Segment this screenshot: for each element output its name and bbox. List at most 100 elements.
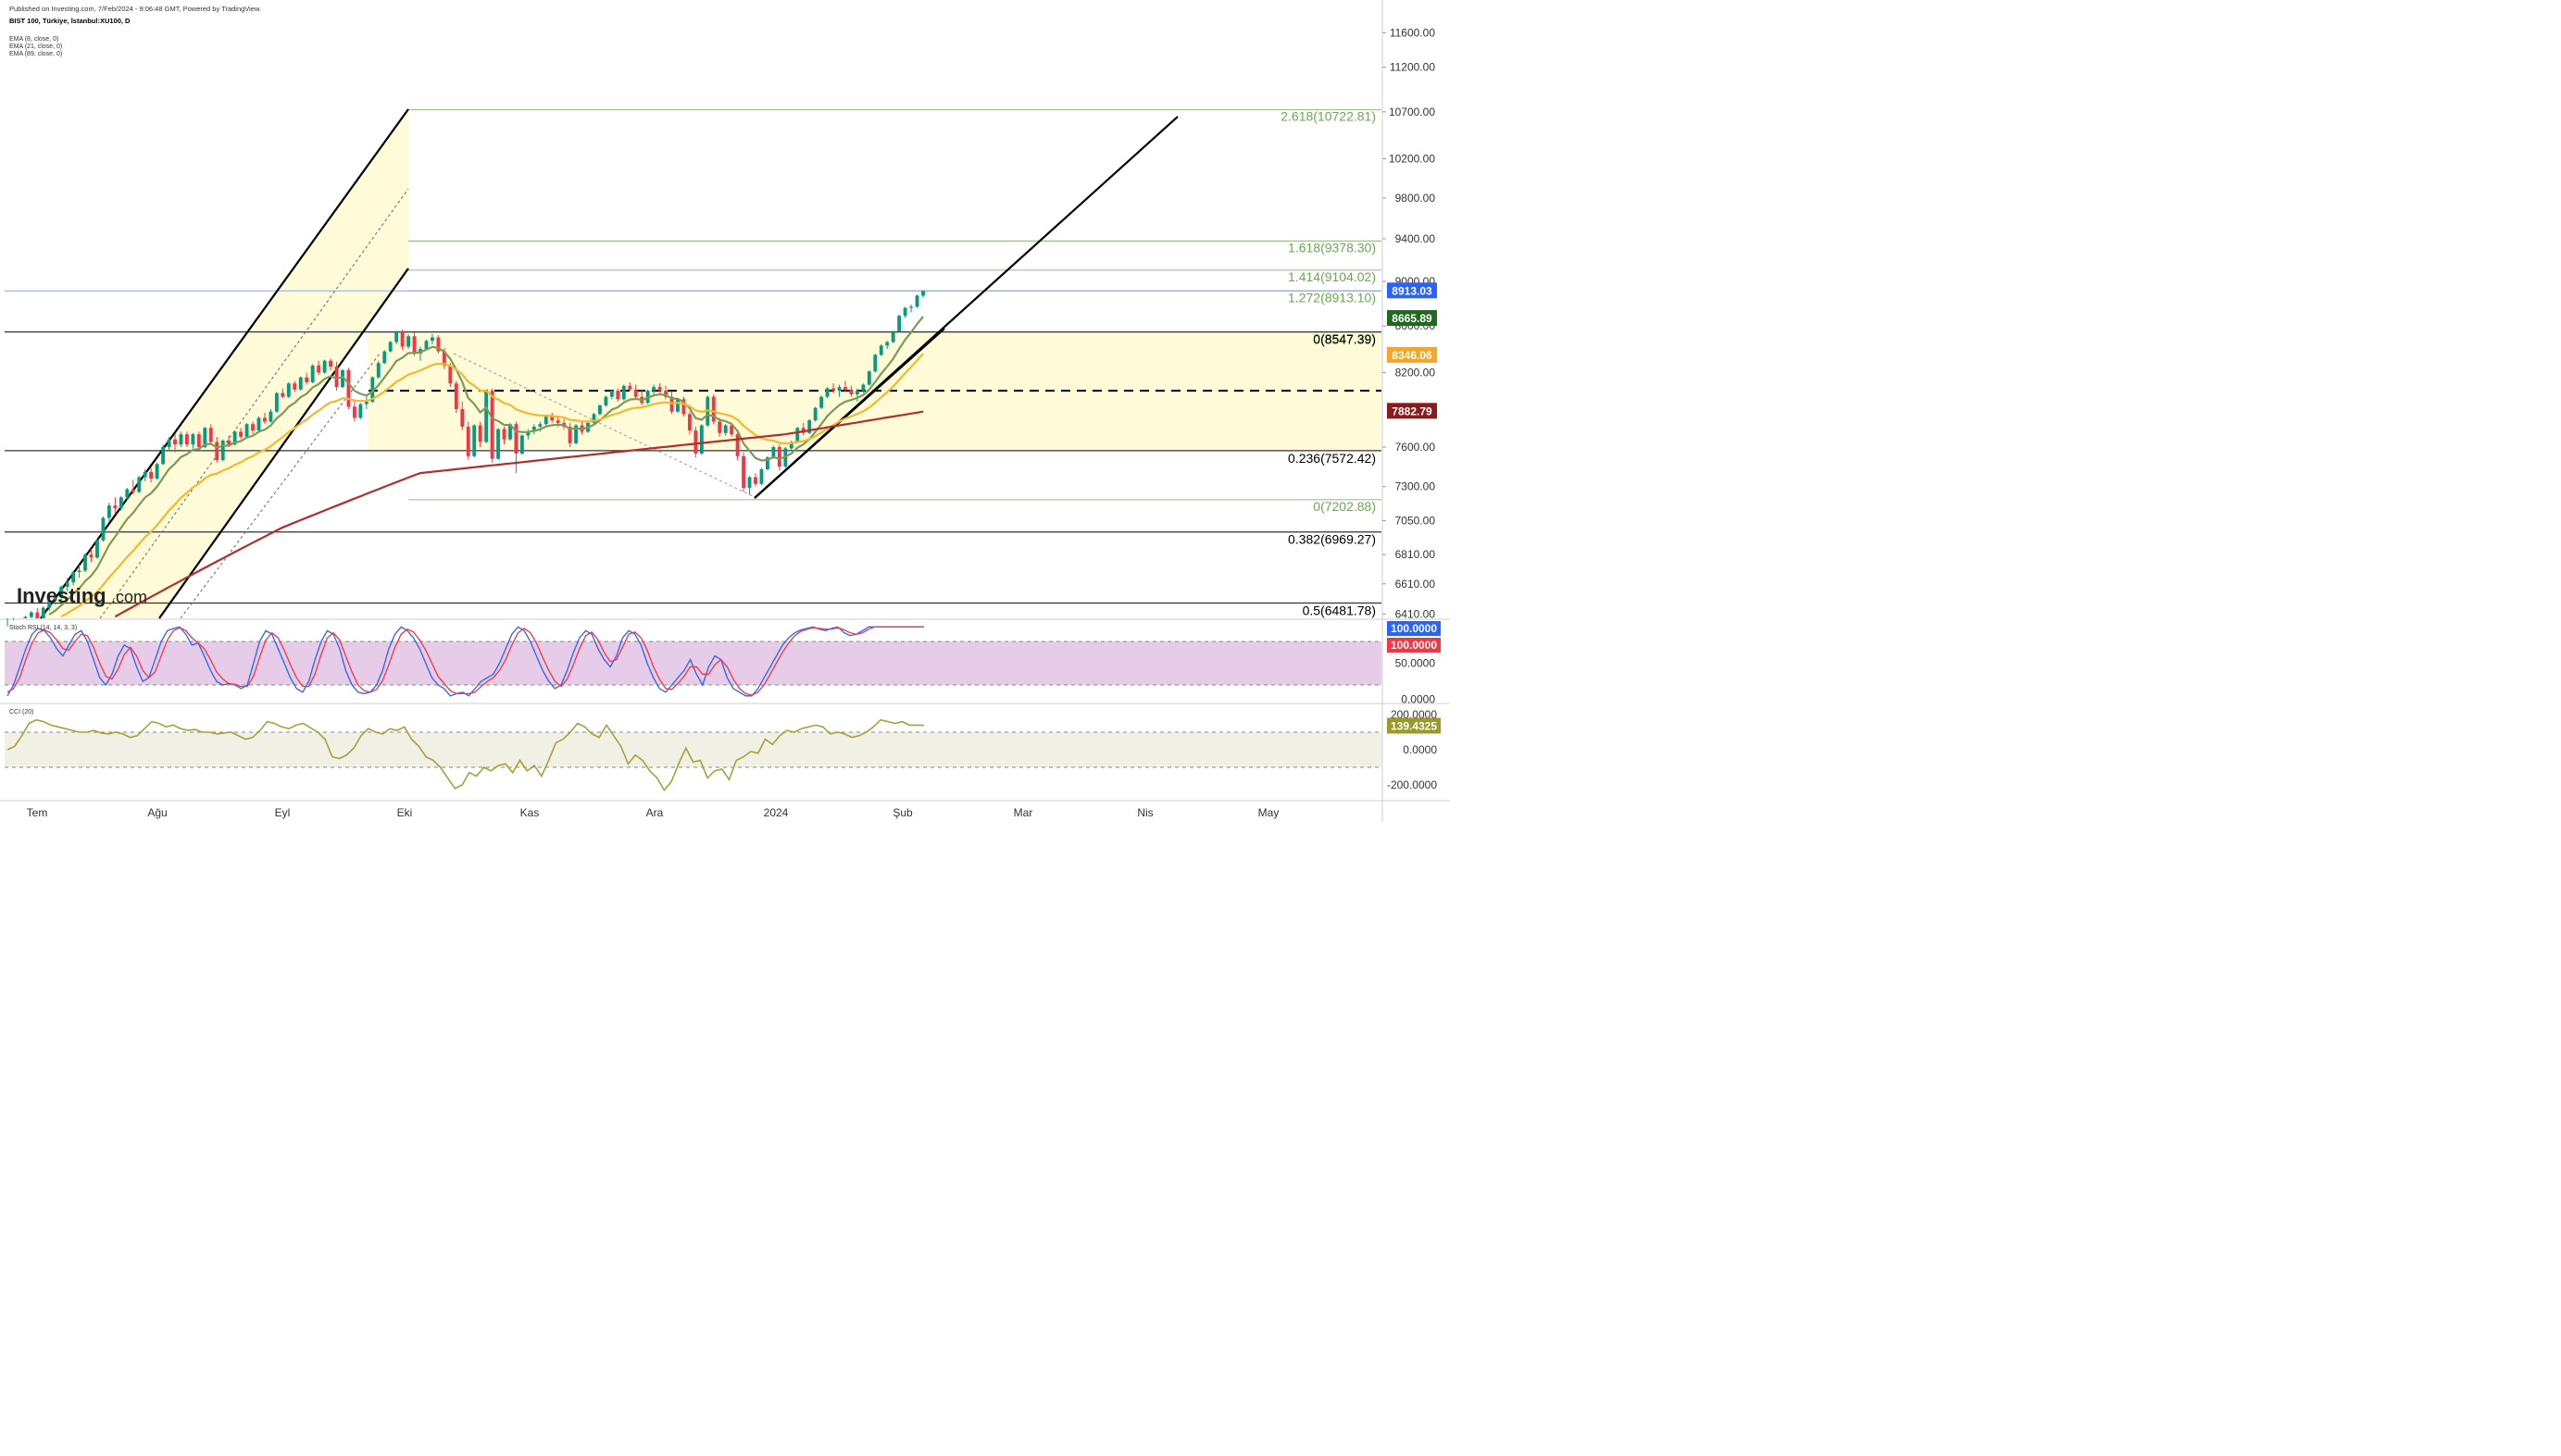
candle-body bbox=[604, 396, 608, 406]
candle-body bbox=[101, 517, 106, 541]
candle-body bbox=[436, 337, 441, 352]
candle-body bbox=[65, 582, 69, 587]
candle-body bbox=[203, 428, 207, 447]
candle-body bbox=[173, 439, 177, 445]
decline-guide-line bbox=[453, 353, 756, 498]
price-badge-label: 8913.03 bbox=[1392, 284, 1432, 297]
candle-body bbox=[676, 399, 680, 412]
symbol-title: BIST 100, Türkiye, İstanbul:XU100, D bbox=[9, 17, 131, 25]
ema-21-line bbox=[60, 353, 924, 617]
candle-body bbox=[771, 447, 776, 458]
candle-body bbox=[220, 441, 225, 461]
candle-body bbox=[352, 406, 356, 418]
candle-body bbox=[484, 391, 489, 442]
stoch-badge-label: 100.0000 bbox=[1391, 622, 1437, 635]
candle-body bbox=[502, 429, 506, 440]
candle-body bbox=[442, 351, 446, 366]
candle-body bbox=[196, 434, 201, 447]
candle-body bbox=[184, 434, 189, 445]
candle-body bbox=[699, 425, 704, 454]
candle-body bbox=[263, 417, 267, 422]
cci-line bbox=[6, 718, 925, 792]
candle-body bbox=[53, 597, 57, 601]
stoch-badge-label: 100.0000 bbox=[1391, 639, 1437, 652]
channel-mid-line bbox=[99, 188, 409, 619]
candle-body bbox=[766, 457, 769, 469]
candle-body bbox=[531, 426, 536, 432]
candle-body bbox=[718, 421, 722, 433]
candle-body bbox=[664, 391, 668, 397]
candle-body bbox=[807, 420, 812, 433]
candle-body bbox=[867, 371, 871, 385]
candle-body bbox=[424, 341, 429, 350]
candle-body bbox=[789, 442, 793, 449]
y-tick-label: 10700.00 bbox=[1389, 106, 1435, 118]
x-tick-label: Kas bbox=[520, 806, 540, 819]
candle-body bbox=[681, 399, 686, 415]
published-note: Published on Investing.com, 7/Feb/2024 -… bbox=[9, 5, 261, 13]
candle-body bbox=[723, 425, 728, 433]
candle-body bbox=[742, 455, 746, 489]
candle-body bbox=[813, 407, 818, 421]
fib-level-label: 1.618(9378.30) bbox=[1288, 240, 1376, 255]
candle-body bbox=[687, 414, 692, 431]
candle-body bbox=[167, 439, 171, 447]
fib-level-label: 1.414(9104.02) bbox=[1288, 269, 1376, 284]
candle-body bbox=[616, 391, 620, 400]
candle-body bbox=[909, 306, 913, 308]
candle-body bbox=[897, 316, 902, 332]
fib-level-label: 0(8547.39) bbox=[1313, 332, 1376, 347]
candle-body bbox=[346, 369, 351, 407]
price-badge-label: 7882.79 bbox=[1392, 404, 1432, 417]
candle-body bbox=[334, 367, 339, 388]
x-tick-label: Mar bbox=[1014, 806, 1033, 819]
candle-body bbox=[125, 489, 130, 498]
candle-body bbox=[227, 441, 231, 445]
ema-89-line bbox=[114, 410, 924, 618]
candle-body bbox=[633, 389, 638, 397]
cci-tick-label: -200.0000 bbox=[1387, 778, 1437, 791]
candle-body bbox=[106, 505, 111, 518]
candle-body bbox=[215, 442, 219, 461]
candle-body bbox=[921, 291, 925, 296]
candle-body bbox=[364, 402, 369, 404]
candle-body bbox=[628, 385, 632, 390]
candle-body bbox=[843, 387, 847, 390]
candle-body bbox=[29, 612, 33, 617]
candle-body bbox=[113, 505, 118, 509]
candle-body bbox=[149, 471, 154, 479]
candle-body bbox=[795, 428, 800, 442]
candle-body bbox=[239, 431, 244, 437]
candle-body bbox=[478, 425, 482, 442]
candle-body bbox=[388, 342, 393, 352]
candle-body bbox=[747, 477, 752, 489]
price-badge bbox=[1387, 403, 1437, 419]
y-tick-label: 11600.00 bbox=[1390, 26, 1435, 39]
y-tick-label: 7050.00 bbox=[1395, 515, 1436, 528]
candle-body bbox=[406, 336, 411, 347]
candle-body bbox=[693, 430, 698, 454]
candle-body bbox=[538, 424, 543, 427]
stoch-title: Stoch RSI (14, 14, 3, 3) bbox=[9, 625, 77, 631]
candle-body bbox=[550, 417, 555, 421]
candle-body bbox=[89, 554, 94, 558]
candle-body bbox=[466, 426, 470, 456]
indicator-legend: EMA (8, close, 0) bbox=[9, 36, 58, 43]
uptrend-support-line bbox=[754, 328, 945, 499]
candle-body bbox=[208, 428, 213, 442]
candle-body bbox=[341, 369, 344, 388]
cci-tick-label: 200.0000 bbox=[1391, 708, 1437, 721]
candle-body bbox=[472, 425, 477, 456]
y-tick-label: 6410.00 bbox=[1395, 607, 1436, 620]
candle-body bbox=[759, 468, 764, 484]
indicator-legend: EMA (89, close, 0) bbox=[9, 51, 62, 57]
investing-logo: Investing bbox=[17, 584, 106, 607]
candle-body bbox=[394, 331, 399, 342]
candle-body bbox=[598, 405, 602, 415]
candle-body bbox=[95, 540, 99, 558]
candle-body bbox=[59, 586, 64, 598]
candle-body bbox=[543, 417, 548, 425]
channel-lower-line bbox=[158, 268, 409, 619]
